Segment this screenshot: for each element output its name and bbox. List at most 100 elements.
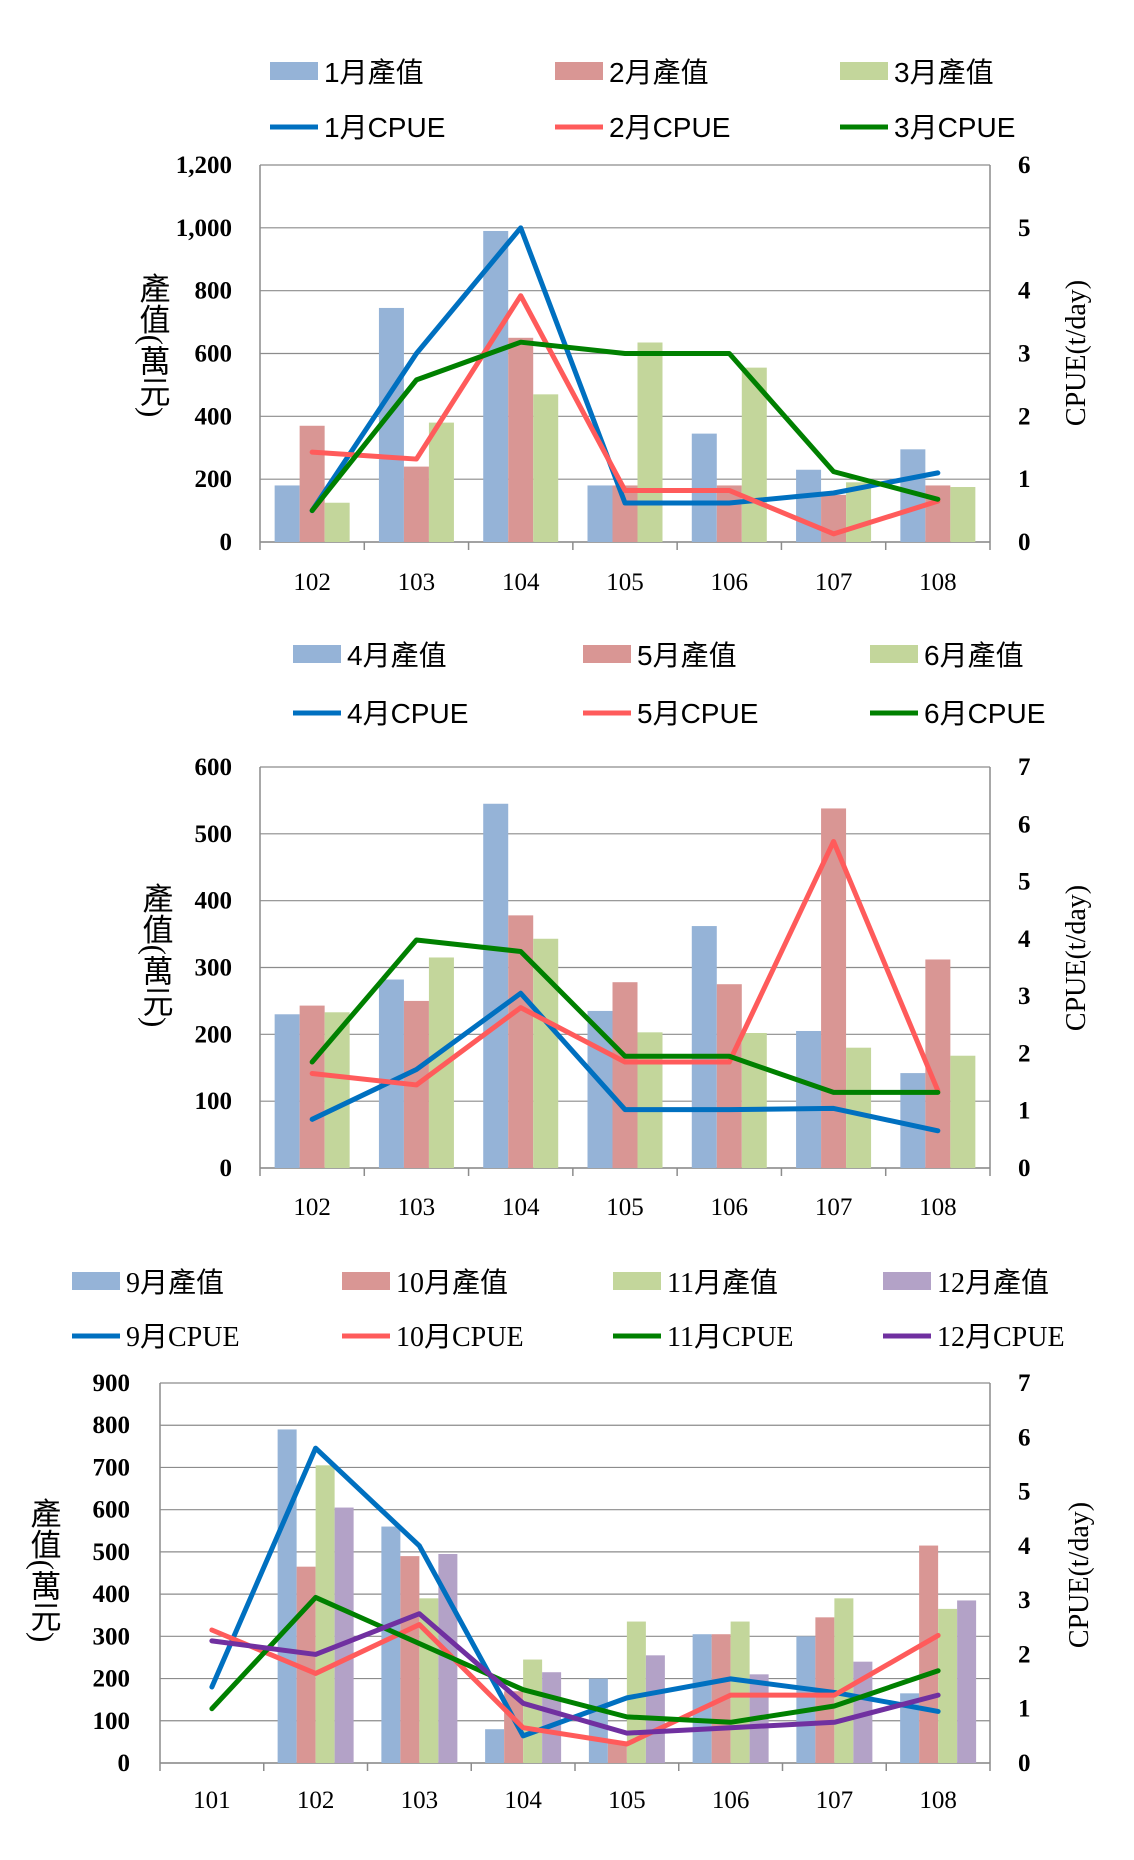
y-tick-label: 600 bbox=[93, 1497, 131, 1524]
bar-1月產值-107 bbox=[796, 469, 822, 542]
y2-tick-label: 0 bbox=[1018, 529, 1031, 556]
y2-tick-label: 2 bbox=[1018, 403, 1031, 430]
y2-tick-label: 3 bbox=[1018, 1587, 1031, 1614]
y-tick-label: 900 bbox=[93, 1370, 131, 1397]
y2-tick-label: 2 bbox=[1018, 1040, 1031, 1067]
legend-label: 11月產值 bbox=[667, 1267, 778, 1299]
bar-11月產值-102 bbox=[315, 1465, 335, 1763]
bar-4月產值-108 bbox=[900, 1073, 926, 1168]
y-tick-label: 200 bbox=[93, 1666, 131, 1693]
y-tick-label: 200 bbox=[195, 466, 233, 493]
y2-tick-label: 1 bbox=[1018, 1098, 1031, 1125]
bar-10月產值-103 bbox=[400, 1556, 420, 1763]
bar-2月產值-102 bbox=[299, 425, 325, 542]
bar-10月產值-105 bbox=[607, 1741, 627, 1763]
legend-swatch-4月產值 bbox=[293, 645, 341, 663]
y2-axis-title: CPUE(t/day) bbox=[1061, 280, 1092, 426]
line-6月CPUE bbox=[309, 937, 941, 1095]
legend-label: 10月CPUE bbox=[396, 1322, 524, 1353]
bar-1月產值-106 bbox=[691, 433, 717, 542]
bar-4月產值-107 bbox=[796, 1030, 822, 1168]
legend-label: 10月產值 bbox=[396, 1267, 508, 1299]
bar-6月產值-105 bbox=[637, 1032, 663, 1168]
bar-9月產值-102 bbox=[277, 1429, 297, 1763]
y2-tick-label: 4 bbox=[1018, 1533, 1031, 1560]
legend-swatch-9月產值 bbox=[72, 1272, 120, 1290]
y-tick-label: 0 bbox=[220, 529, 233, 556]
bar-11月產值-105 bbox=[626, 1621, 646, 1763]
legend-swatch-3月產值 bbox=[840, 62, 888, 80]
bar-12月產值-102 bbox=[334, 1507, 354, 1763]
x-tick-label: 104 bbox=[502, 569, 540, 596]
line-3月CPUE bbox=[309, 339, 941, 514]
y2-axis-title: CPUE(t/day) bbox=[1064, 1502, 1095, 1648]
bar-4月產值-106 bbox=[691, 926, 717, 1168]
bar-12月產值-104 bbox=[542, 1672, 562, 1763]
bar-4月產值-104 bbox=[483, 803, 509, 1168]
y-tick-label: 600 bbox=[195, 341, 233, 368]
x-tick-label: 107 bbox=[815, 569, 853, 596]
line-2月CPUE bbox=[309, 293, 941, 537]
bar-9月產值-104 bbox=[485, 1729, 505, 1763]
x-tick-label: 106 bbox=[711, 569, 749, 596]
x-tick-label: 104 bbox=[502, 1194, 540, 1221]
bar-9月產值-107 bbox=[796, 1636, 816, 1763]
x-tick-label: 104 bbox=[504, 1787, 542, 1814]
y-tick-label: 1,200 bbox=[176, 152, 232, 179]
legend-swatch-10月產值 bbox=[342, 1272, 390, 1290]
y2-tick-label: 4 bbox=[1018, 926, 1031, 953]
legend-label: 6月CPUE bbox=[924, 698, 1045, 729]
bar-3月產值-108 bbox=[950, 487, 976, 542]
y2-tick-label: 6 bbox=[1018, 811, 1031, 838]
legend-label: 12月產值 bbox=[937, 1267, 1049, 1299]
y2-tick-label: 3 bbox=[1018, 341, 1031, 368]
bar-1月產值-102 bbox=[274, 485, 300, 542]
legend-label: 1月產值 bbox=[324, 57, 424, 88]
y2-tick-label: 6 bbox=[1018, 1424, 1031, 1451]
y-tick-label: 0 bbox=[220, 1155, 233, 1182]
line-11月CPUE bbox=[209, 1594, 941, 1725]
bar-3月產值-105 bbox=[637, 342, 663, 542]
line-10月CPUE bbox=[209, 1622, 941, 1747]
x-tick-label: 108 bbox=[919, 1787, 957, 1814]
legend-label: 2月CPUE bbox=[609, 112, 730, 143]
y-tick-label: 0 bbox=[118, 1750, 131, 1777]
bar-6月產值-107 bbox=[846, 1047, 872, 1168]
y2-tick-label: 1 bbox=[1018, 466, 1031, 493]
y-tick-label: 200 bbox=[195, 1021, 233, 1048]
legend-swatch-5月產值 bbox=[583, 645, 631, 663]
legend-label: 3月CPUE bbox=[894, 112, 1015, 143]
bar-1月產值-104 bbox=[483, 230, 509, 542]
y-tick-label: 800 bbox=[93, 1412, 131, 1439]
x-tick-label: 106 bbox=[712, 1787, 750, 1814]
bar-11月產值-108 bbox=[938, 1608, 958, 1763]
y-tick-label: 100 bbox=[195, 1088, 233, 1115]
y-tick-label: 600 bbox=[195, 754, 233, 781]
y-tick-label: 500 bbox=[93, 1539, 131, 1566]
bar-4月產值-102 bbox=[274, 1014, 300, 1168]
legend-label: 1月CPUE bbox=[324, 112, 445, 143]
bar-11月產值-107 bbox=[834, 1598, 854, 1763]
chart-2: 0 100 200 300 400 500 600 0 1 2 3 4 5 6 7 102 103 104 105 1… bbox=[138, 640, 1093, 1221]
legend-label: 11月CPUE bbox=[667, 1322, 794, 1353]
legend-label: 9月CPUE bbox=[126, 1322, 240, 1353]
y2-tick-label: 7 bbox=[1018, 1370, 1031, 1397]
legend-label: 5月產值 bbox=[637, 640, 737, 671]
y-tick-label: 400 bbox=[195, 888, 233, 915]
bar-10月產值-108 bbox=[919, 1545, 939, 1763]
legend-swatch-6月產值 bbox=[870, 645, 918, 663]
y2-tick-label: 3 bbox=[1018, 983, 1031, 1010]
bar-12月產值-108 bbox=[957, 1600, 977, 1763]
bar-6月產值-106 bbox=[741, 1032, 767, 1168]
line-12月CPUE bbox=[209, 1611, 941, 1736]
legend-swatch-12月產值 bbox=[883, 1272, 931, 1290]
y-axis-title: 產值(萬元) bbox=[26, 1498, 62, 1643]
x-tick-label: 105 bbox=[606, 569, 644, 596]
y-axis-title: 產值(萬元) bbox=[138, 883, 174, 1028]
bar-6月產值-108 bbox=[950, 1055, 976, 1168]
y2-tick-label: 0 bbox=[1018, 1155, 1031, 1182]
y2-axis-title: CPUE(t/day) bbox=[1061, 885, 1092, 1031]
line-5月CPUE bbox=[309, 838, 941, 1094]
legend-label: 6月產值 bbox=[924, 640, 1024, 671]
